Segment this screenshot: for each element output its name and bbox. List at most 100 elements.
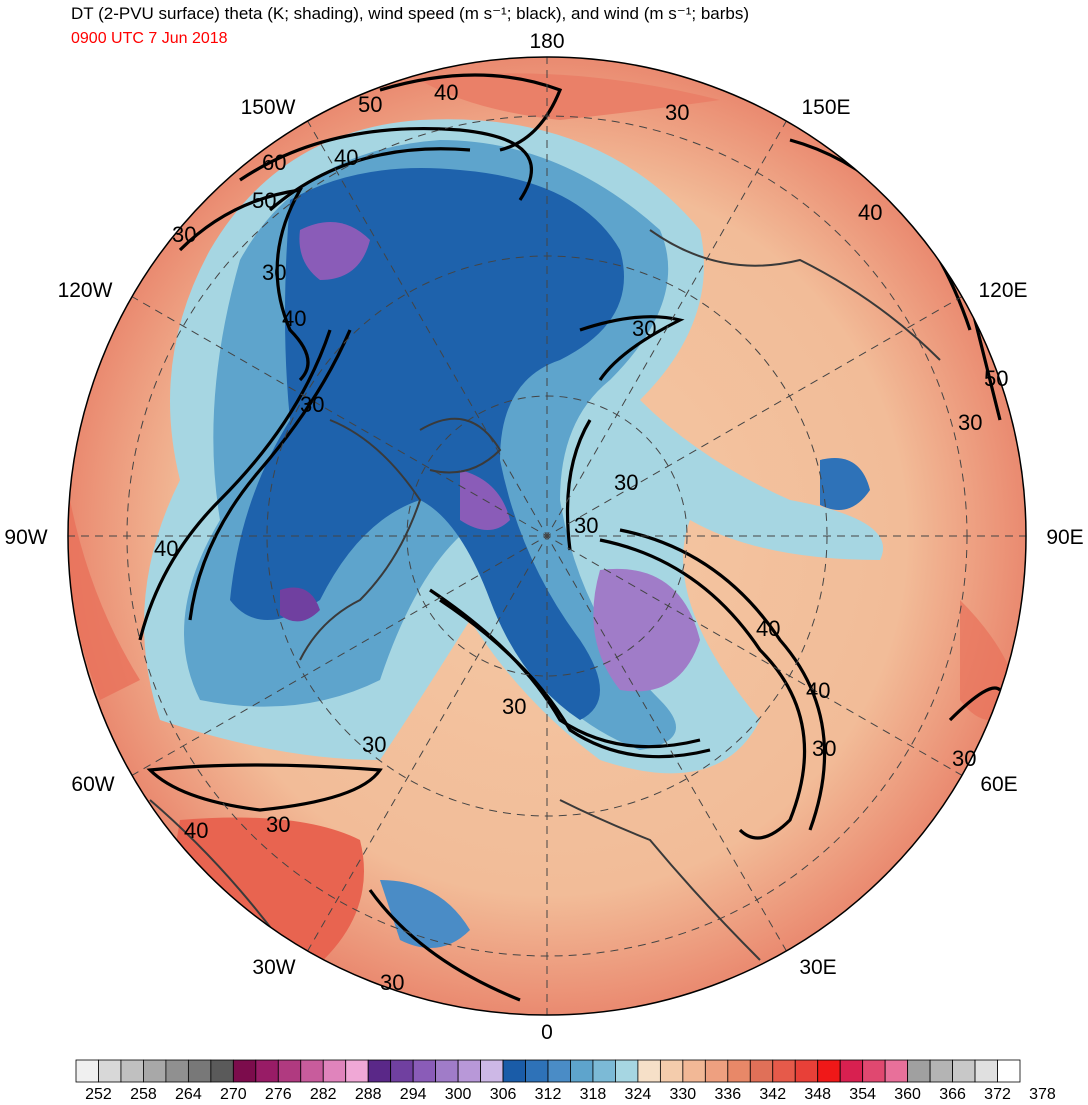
colorbar-swatch bbox=[974, 1059, 998, 1083]
colorbar-tick-label: 264 bbox=[175, 1086, 202, 1103]
colorbar-tick-label: 348 bbox=[804, 1086, 832, 1103]
colorbar-tick-label: 378 bbox=[1029, 1086, 1056, 1103]
colorbar-swatch bbox=[794, 1059, 819, 1083]
contour-label: 30 bbox=[362, 732, 386, 757]
colorbar bbox=[75, 1059, 1021, 1083]
colorbar-tick-label: 258 bbox=[130, 1086, 157, 1103]
lon-label-30e: 30E bbox=[799, 956, 837, 979]
valid-time: 0900 UTC 7 Jun 2018 bbox=[71, 30, 228, 47]
colorbar-swatch bbox=[75, 1059, 99, 1083]
colorbar-swatch bbox=[210, 1059, 234, 1083]
colorbar-swatch bbox=[839, 1059, 864, 1083]
colorbar-swatch bbox=[929, 1059, 953, 1083]
contour-label: 30 bbox=[958, 410, 982, 435]
contour-label: 30 bbox=[952, 746, 976, 771]
contour-label: 30 bbox=[266, 812, 290, 837]
colorbar-swatch bbox=[570, 1059, 594, 1083]
colorbar-tick-label: 324 bbox=[624, 1086, 652, 1103]
colorbar-swatch bbox=[98, 1059, 122, 1083]
colorbar-swatch bbox=[727, 1059, 751, 1083]
lon-label-90e: 90E bbox=[1046, 526, 1084, 549]
contour-label: 30 bbox=[380, 970, 404, 995]
contour-label: 30 bbox=[632, 316, 656, 341]
colorbar-tick-label: 354 bbox=[849, 1086, 877, 1103]
colorbar-swatch bbox=[255, 1059, 279, 1083]
colorbar-swatch bbox=[659, 1059, 684, 1083]
colorbar-swatch bbox=[952, 1059, 976, 1083]
colorbar-swatch bbox=[862, 1059, 886, 1083]
colorbar-swatch bbox=[704, 1059, 729, 1083]
colorbar-swatch bbox=[592, 1059, 616, 1083]
contour-label-group: 50 40 60 40 50 30 30 40 30 30 40 30 30 3… bbox=[154, 80, 1008, 995]
warm-region-pacific bbox=[420, 73, 720, 120]
colorbar-swatch bbox=[615, 1059, 639, 1083]
colorbar-tick-label: 318 bbox=[579, 1086, 607, 1103]
cold-pocket-3 bbox=[280, 587, 320, 622]
colorbar-tick-label: 372 bbox=[984, 1086, 1011, 1103]
warm-region-west bbox=[68, 500, 140, 700]
lon-label-120e: 120E bbox=[978, 279, 1028, 302]
lon-label-120w: 120W bbox=[57, 279, 113, 302]
contour-label: 40 bbox=[858, 200, 882, 225]
contour-label: 50 bbox=[984, 366, 1008, 391]
colorbar-tick-label: 366 bbox=[939, 1086, 966, 1103]
colorbar-swatch bbox=[884, 1059, 909, 1083]
colorbar-swatch bbox=[547, 1059, 571, 1083]
colorbar-tick-label: 294 bbox=[399, 1086, 427, 1103]
colorbar-swatch bbox=[143, 1059, 167, 1083]
colorbar-tick-label: 306 bbox=[489, 1086, 517, 1103]
colorbar-swatch bbox=[480, 1059, 504, 1083]
cold-core bbox=[230, 168, 624, 720]
colorbar-tick-label: 342 bbox=[759, 1086, 787, 1103]
colorbar-tick-label: 330 bbox=[669, 1086, 697, 1103]
colorbar-swatch bbox=[457, 1059, 481, 1083]
lon-label-30w: 30W bbox=[252, 956, 296, 979]
colorbar-swatch bbox=[682, 1059, 706, 1083]
colorbar-tick-label: 312 bbox=[534, 1086, 562, 1103]
lon-label-0: 0 bbox=[541, 1021, 553, 1044]
colorbar-swatch bbox=[322, 1059, 347, 1083]
colorbar-swatch bbox=[907, 1059, 931, 1083]
map-title: DT (2-PVU surface) theta (K; shading), w… bbox=[71, 4, 750, 23]
lon-label-150w: 150W bbox=[240, 96, 296, 119]
cold-pocket-1 bbox=[299, 222, 370, 280]
lon-label-180: 180 bbox=[529, 30, 565, 53]
colorbar-swatch bbox=[277, 1059, 302, 1083]
colorbar-swatch bbox=[120, 1059, 144, 1083]
colorbar-swatch bbox=[772, 1059, 796, 1083]
cold-pocket-atlantic bbox=[380, 880, 470, 948]
colorbar-tick-label: 282 bbox=[309, 1086, 337, 1103]
contour-label: 30 bbox=[665, 100, 689, 125]
contour-label: 30 bbox=[502, 694, 526, 719]
colorbar-swatch bbox=[345, 1059, 369, 1083]
colorbar-swatch bbox=[187, 1059, 212, 1083]
contour-label: 50 bbox=[252, 188, 276, 213]
contour-label: 30 bbox=[172, 222, 196, 247]
colorbar-swatch bbox=[817, 1059, 841, 1083]
cold-swirl bbox=[593, 568, 700, 692]
contour-label: 40 bbox=[806, 678, 830, 703]
wind-speed-contours bbox=[138, 73, 1002, 1002]
colorbar-swatch bbox=[637, 1059, 661, 1083]
contour-label: 50 bbox=[358, 92, 382, 117]
colorbar-tick-label: 288 bbox=[354, 1086, 382, 1103]
colorbar-swatch bbox=[997, 1059, 1021, 1083]
contour-label: 30 bbox=[262, 260, 286, 285]
lon-label-90w: 90W bbox=[4, 526, 48, 549]
colorbar-swatch bbox=[165, 1059, 189, 1083]
colorbar-tick-label: 270 bbox=[219, 1086, 247, 1103]
contour-label: 30 bbox=[574, 513, 598, 538]
contour-label: 30 bbox=[300, 392, 324, 417]
coastlines bbox=[149, 229, 941, 961]
colorbar-swatch bbox=[390, 1059, 414, 1083]
colorbar-tick-label: 336 bbox=[714, 1086, 742, 1103]
contour-label: 40 bbox=[434, 80, 458, 105]
colorbar-swatch bbox=[749, 1059, 774, 1083]
colorbar-swatch bbox=[300, 1059, 324, 1083]
cold-cutoff bbox=[820, 458, 870, 510]
colorbar-tick-label: 300 bbox=[444, 1086, 472, 1103]
colorbar-swatch bbox=[412, 1059, 437, 1083]
contour-label: 30 bbox=[614, 470, 638, 495]
lon-label-150e: 150E bbox=[801, 96, 851, 119]
